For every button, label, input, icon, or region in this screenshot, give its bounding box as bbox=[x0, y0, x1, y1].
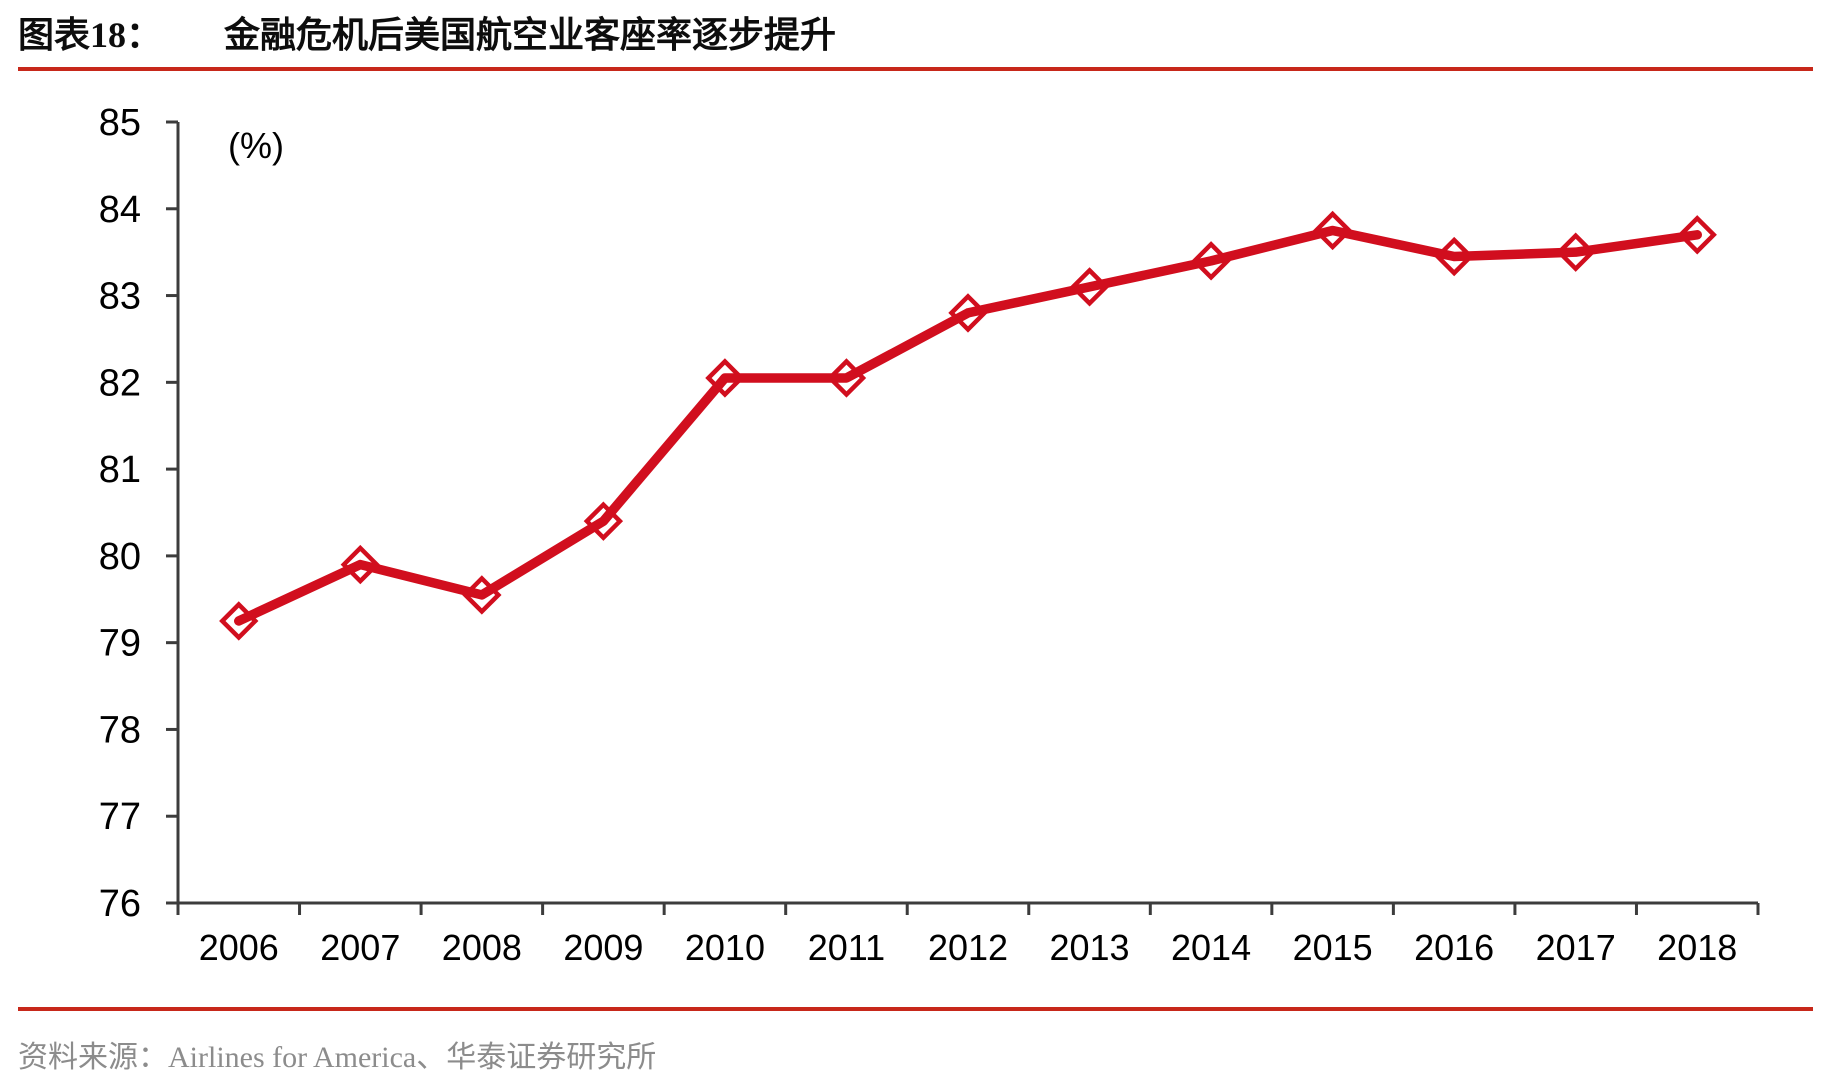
data-marker-2010 bbox=[705, 358, 745, 398]
x-tick-label: 2007 bbox=[320, 927, 400, 968]
footer-divider-rule bbox=[18, 1007, 1813, 1011]
y-tick-label: 78 bbox=[99, 709, 141, 751]
x-tick-label: 2012 bbox=[928, 927, 1008, 968]
data-marker-2016 bbox=[1434, 236, 1474, 277]
data-marker-2009 bbox=[583, 501, 624, 541]
figure-label: 图表18： bbox=[18, 15, 163, 55]
data-marker-2015 bbox=[1312, 210, 1353, 251]
y-tick-label: 84 bbox=[99, 189, 141, 231]
x-tick-label: 2017 bbox=[1536, 927, 1616, 968]
x-tick-label: 2013 bbox=[1049, 927, 1129, 968]
x-tick-label: 2018 bbox=[1657, 927, 1737, 968]
x-tick-label: 2008 bbox=[442, 927, 522, 968]
y-axis-unit-label: (%) bbox=[228, 125, 284, 166]
figure-title: 金融危机后美国航空业客座率逐步提升 bbox=[224, 15, 837, 55]
data-marker-2007 bbox=[340, 544, 380, 585]
y-tick-label: 77 bbox=[99, 796, 141, 838]
y-tick-label: 80 bbox=[99, 536, 141, 578]
data-marker-2011 bbox=[826, 358, 867, 398]
x-tick-label: 2014 bbox=[1171, 927, 1251, 968]
y-tick-label: 85 bbox=[99, 102, 141, 144]
title-divider-rule bbox=[18, 67, 1813, 71]
x-tick-label: 2015 bbox=[1293, 927, 1373, 968]
y-tick-label: 83 bbox=[99, 276, 141, 318]
x-tick-label: 2016 bbox=[1414, 927, 1494, 968]
y-tick-label: 79 bbox=[99, 623, 141, 665]
data-marker-2006 bbox=[219, 601, 259, 641]
x-tick-label: 2010 bbox=[685, 927, 765, 968]
figure-header: 图表18： 金融危机后美国航空业客座率逐步提升 bbox=[18, 12, 1813, 58]
data-marker-2018 bbox=[1677, 215, 1717, 255]
data-marker-2008 bbox=[462, 575, 502, 615]
data-marker-2013 bbox=[1069, 267, 1110, 307]
data-marker-2014 bbox=[1191, 241, 1231, 281]
x-tick-label: 2006 bbox=[199, 927, 279, 968]
data-marker-2017 bbox=[1556, 232, 1596, 272]
series-line bbox=[234, 225, 1702, 626]
x-tick-label: 2009 bbox=[563, 927, 643, 968]
source-note: 资料来源：Airlines for America、华泰证券研究所 bbox=[18, 1041, 657, 1074]
y-tick-label: 76 bbox=[99, 883, 141, 925]
y-tick-label: 81 bbox=[99, 449, 141, 491]
data-marker-2012 bbox=[948, 293, 988, 333]
x-tick-label: 2011 bbox=[808, 927, 885, 968]
y-tick-label: 82 bbox=[99, 362, 141, 404]
